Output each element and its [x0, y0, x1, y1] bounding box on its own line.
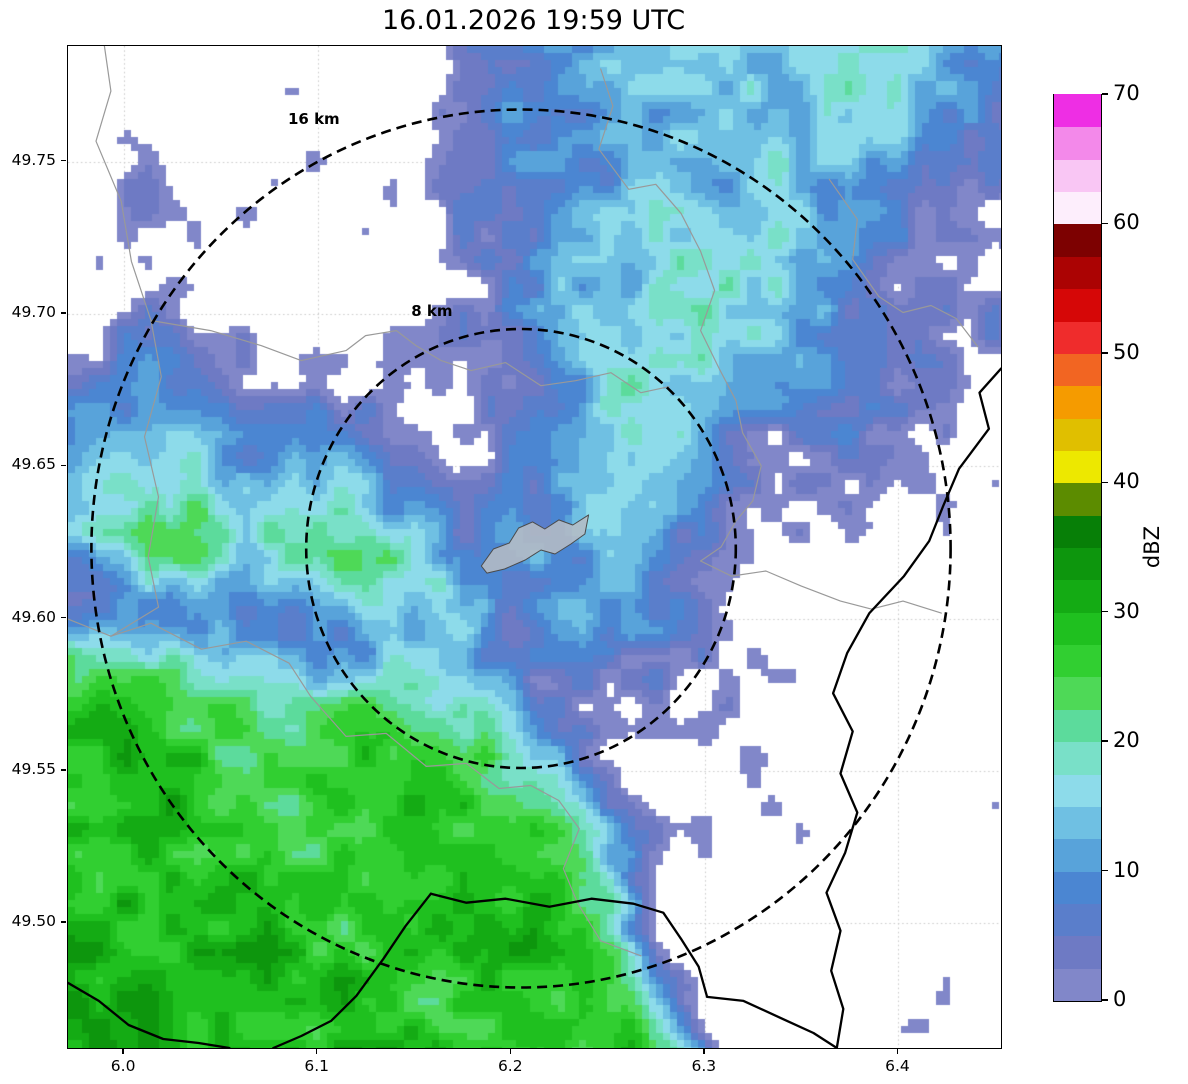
colorbar-tick-label: 30 — [1113, 598, 1140, 623]
admin-border-line — [110, 319, 162, 637]
admin-border-line — [699, 560, 942, 614]
colorbar-segment — [1054, 967, 1101, 1001]
y-tick-mark — [61, 464, 66, 466]
range-ring-label-16km: 16 km — [287, 110, 340, 129]
colorbar-tick-mark — [1102, 611, 1108, 613]
x-tick-label: 6.1 — [304, 1057, 330, 1075]
colorbar-segment — [1054, 159, 1101, 193]
map-overlay — [68, 46, 1001, 1048]
admin-border-line — [828, 178, 979, 348]
colorbar-segment — [1054, 903, 1101, 937]
y-tick-mark — [61, 616, 66, 619]
colorbar-tick-label: 70 — [1113, 81, 1140, 105]
colorbar-segment — [1054, 709, 1101, 743]
y-tick-mark — [61, 312, 66, 314]
range-ring-16km — [90, 108, 952, 989]
colorbar-segment — [1054, 579, 1101, 613]
colorbar-segment — [1054, 191, 1101, 225]
colorbar-tick-mark — [1102, 352, 1108, 354]
y-tick-label: 49.60 — [11, 607, 56, 626]
colorbar-segment — [1054, 126, 1101, 160]
national-border-line — [272, 892, 433, 1048]
colorbar-tick-label: 10 — [1113, 857, 1140, 882]
colorbar-segment — [1054, 773, 1101, 807]
colorbar-segment — [1054, 482, 1101, 516]
x-tick-mark — [703, 1049, 705, 1054]
colorbar-tick-mark — [1102, 93, 1108, 95]
x-tick-mark — [316, 1049, 318, 1054]
y-tick-mark — [61, 769, 66, 771]
x-tick-label: 6.4 — [885, 1057, 910, 1075]
colorbar-tick-mark — [1102, 999, 1108, 1001]
colorbar-segment — [1054, 514, 1101, 548]
colorbar-tick-label: 40 — [1113, 469, 1140, 494]
national-border-line — [429, 892, 838, 1048]
map-plot-area: 16 km 8 km — [67, 45, 1002, 1049]
colorbar-segment — [1054, 320, 1101, 354]
colorbar-tick-label: 20 — [1113, 728, 1140, 753]
x-tick-mark — [122, 1049, 124, 1054]
national-border-line — [825, 367, 1001, 1048]
city-outline — [480, 514, 590, 574]
x-tick-label: 6.0 — [110, 1057, 136, 1075]
y-tick-label: 49.55 — [11, 759, 56, 778]
colorbar-segment — [1054, 385, 1101, 419]
colorbar-tick-label: 0 — [1113, 987, 1127, 1011]
colorbar-segment — [1054, 644, 1101, 678]
colorbar-tick-label: 50 — [1113, 339, 1140, 364]
colorbar-segment — [1054, 806, 1101, 840]
x-tick-label: 6.2 — [497, 1057, 523, 1075]
y-tick-label: 49.65 — [11, 455, 56, 474]
colorbar-segment — [1054, 223, 1101, 257]
y-tick-label: 49.75 — [11, 150, 56, 169]
colorbar-segment — [1054, 94, 1101, 128]
colorbar-segment — [1054, 935, 1101, 969]
colorbar-segment — [1054, 676, 1101, 710]
y-tick-label: 49.70 — [11, 303, 56, 321]
range-ring-8km — [304, 327, 738, 770]
colorbar-tick-mark — [1102, 222, 1108, 225]
admin-border-line — [598, 68, 762, 562]
admin-border-line — [68, 618, 642, 957]
x-tick-label: 6.3 — [691, 1057, 717, 1075]
y-tick-label: 49.50 — [11, 912, 56, 931]
colorbar-tick-mark — [1102, 869, 1108, 872]
colorbar-tick-mark — [1102, 481, 1108, 483]
colorbar-segment — [1054, 450, 1101, 484]
plot-title: 16.01.2026 19:59 UTC — [381, 5, 686, 36]
x-tick-mark — [509, 1049, 511, 1054]
colorbar-segment — [1054, 612, 1101, 646]
colorbar-segment — [1054, 741, 1101, 775]
colorbar-label: dBZ — [1140, 525, 1164, 569]
colorbar-segment — [1054, 870, 1101, 904]
y-tick-mark — [61, 921, 66, 923]
colorbar — [1053, 94, 1102, 1002]
colorbar-tick-label: 60 — [1113, 210, 1140, 235]
colorbar-segment — [1054, 838, 1101, 872]
colorbar-segment — [1054, 353, 1101, 387]
colorbar-segment — [1054, 288, 1101, 322]
x-tick-mark — [896, 1049, 899, 1054]
national-border-line — [68, 981, 231, 1048]
admin-border-line — [95, 46, 670, 394]
colorbar-tick-mark — [1102, 740, 1108, 742]
range-ring-label-8km: 8 km — [411, 301, 453, 320]
colorbar-segment — [1054, 417, 1101, 451]
colorbar-segment — [1054, 547, 1101, 581]
y-tick-mark — [61, 160, 66, 162]
colorbar-segment — [1054, 256, 1101, 290]
